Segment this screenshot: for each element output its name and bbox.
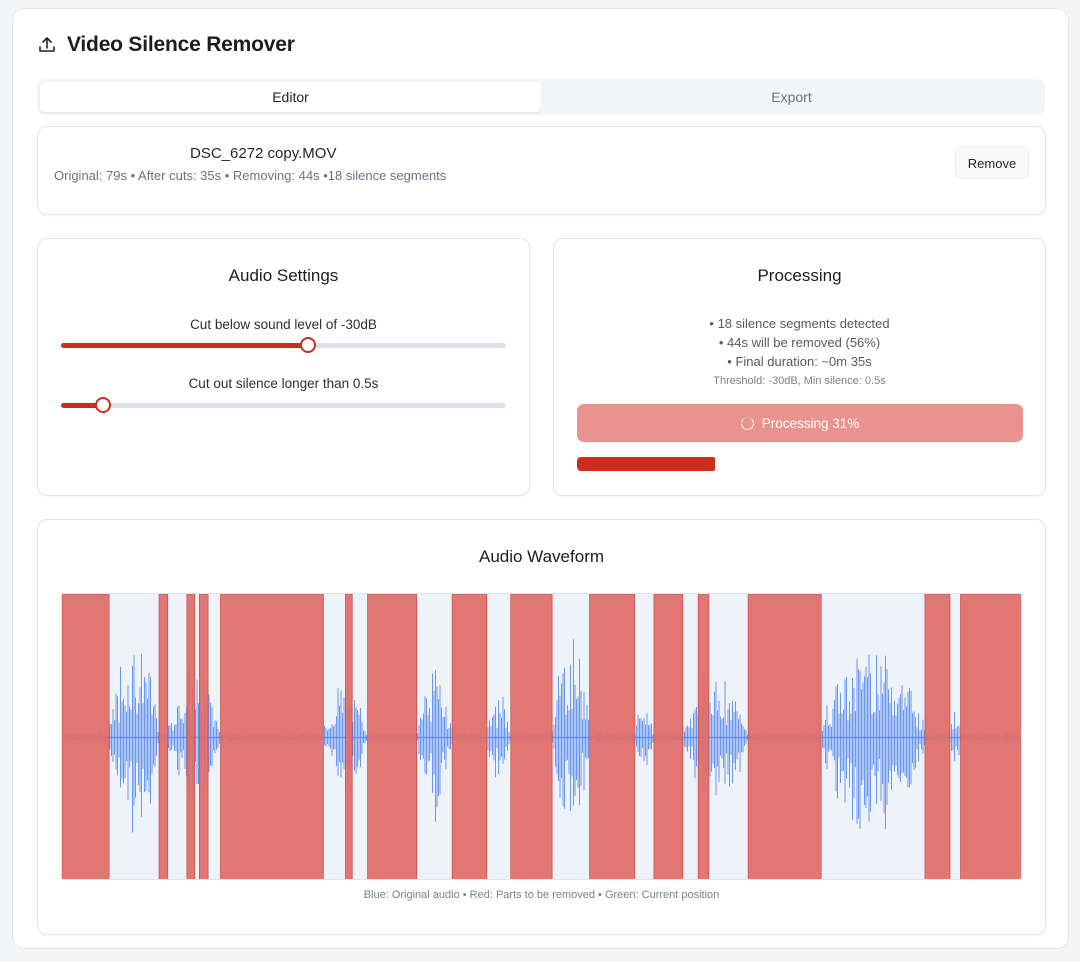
threshold-slider-fill [61,343,308,348]
removed-segment [924,594,951,879]
removed-segment [367,594,418,879]
removed-segment [220,594,324,879]
removed-segment [199,594,209,879]
processing-button-label: Processing 31% [761,415,860,431]
waveform-view[interactable] [61,593,1022,880]
threshold-slider-thumb[interactable] [299,337,316,353]
segments-detected-text: • 18 silence segments detected [709,316,890,331]
min-silence-slider[interactable] [61,397,506,413]
app-title: Video Silence Remover [67,33,295,56]
removed-segment [62,594,110,879]
removed-segment [158,594,169,879]
waveform-graphic [62,594,1021,879]
processing-button[interactable]: Processing 31% [577,404,1023,442]
removed-segment [186,594,196,879]
min-silence-label: Cut out silence longer than 0.5s [188,376,379,391]
progress-fill [577,457,716,471]
threshold-label: Cut below sound level of -30dB [190,317,377,332]
threshold-slider[interactable] [61,337,506,353]
app-header: Video Silence Remover [37,33,295,57]
threshold-summary: Threshold: -30dB, Min silence: 0.5s [713,375,886,387]
waveform-card: Audio Waveform Blue: Original audio • Re… [37,519,1046,935]
processing-card: Processing • 18 silence segments detecte… [553,238,1046,496]
waveform-legend: Blue: Original audio • Red: Parts to be … [363,889,720,901]
removed-segment [451,594,488,879]
removed-amount-text: • 44s will be removed (56%) [718,335,881,350]
removed-segment [510,594,553,879]
tab-bar: Editor Export [37,79,1045,115]
min-silence-slider-fill [61,403,104,408]
processing-title: Processing [757,266,842,285]
removed-segment [960,594,1021,879]
spinner-icon [740,416,754,430]
min-silence-slider-thumb[interactable] [95,397,112,413]
file-card: DSC_6272 copy.MOV Original: 79s • After … [37,126,1046,215]
waveform-title: Audio Waveform [478,547,605,566]
removed-segment [345,594,353,879]
removed-segment [589,594,636,879]
app-window: Video Silence Remover Editor Export DSC_… [12,8,1069,949]
progress-bar [577,457,1023,471]
processing-summary: • 18 silence segments detected • 44s wil… [554,314,1045,371]
removed-segment [747,594,822,879]
final-duration-text: • Final duration: ~0m 35s [727,354,872,369]
tab-editor[interactable]: Editor [40,82,541,112]
removed-segment [653,594,684,879]
upload-icon [39,37,55,52]
file-meta: Original: 79s • After cuts: 35s • Removi… [54,168,447,183]
removed-segment [697,594,710,879]
remove-button[interactable]: Remove [955,147,1029,179]
audio-settings-title: Audio Settings [228,266,339,285]
file-name: DSC_6272 copy.MOV [190,145,337,162]
tab-export[interactable]: Export [771,89,812,105]
audio-settings-card: Audio Settings Cut below sound level of … [37,238,530,496]
